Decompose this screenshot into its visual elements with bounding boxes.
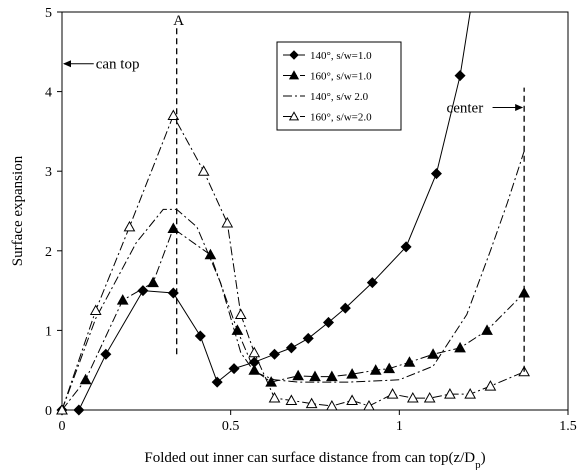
y-axis-label: Surface expansion — [10, 155, 26, 266]
data-point — [289, 50, 299, 60]
data-point — [386, 388, 399, 399]
y-tick-label: 5 — [45, 6, 52, 21]
data-point — [268, 392, 281, 403]
data-point — [339, 302, 351, 314]
data-point — [137, 285, 149, 297]
x-tick-label: 1 — [396, 419, 403, 434]
legend-label: 160°, s/w=2.0 — [310, 112, 372, 124]
series-line — [61, 114, 525, 411]
series-line — [61, 151, 525, 411]
legend-item: 140°, s/w=1.0 — [283, 50, 372, 62]
data-point — [285, 394, 298, 405]
data-point — [167, 222, 180, 234]
data-point — [248, 364, 261, 375]
data-point — [403, 356, 416, 367]
data-point — [79, 373, 92, 385]
data-point — [116, 294, 129, 305]
data-point — [326, 399, 338, 411]
x-axis-label-main: Folded out inner can surface distance fr… — [144, 450, 475, 466]
data-point — [100, 348, 112, 360]
center-arrow-head — [515, 104, 524, 112]
data-point — [464, 388, 477, 399]
data-point — [363, 399, 375, 411]
data-point — [197, 165, 210, 176]
legend-item: 140°, s/w 2.0 — [283, 91, 369, 103]
legend: 140°, s/w=1.0 160°, s/w=1.0 140°, s/w 2.0 1… — [276, 41, 402, 131]
data-point — [123, 220, 136, 232]
x-axis-label-end: ) — [481, 450, 486, 466]
legend-label: 160°, s/w=1.0 — [310, 71, 372, 83]
data-point — [427, 348, 439, 359]
data-point — [194, 330, 206, 342]
data-point — [234, 308, 247, 319]
legend-item: 160°, s/w=2.0 — [283, 111, 372, 124]
data-point — [211, 376, 223, 388]
data-point — [430, 168, 442, 180]
series-3 — [61, 151, 525, 411]
can-top-label: can top — [96, 57, 140, 73]
data-point — [444, 388, 456, 399]
y-tick-label: 0 — [45, 404, 52, 419]
data-point — [383, 362, 396, 374]
x-axis-label-sub: p — [475, 459, 481, 470]
data-point — [305, 397, 318, 409]
data-point — [302, 332, 314, 344]
legend-label: 140°, s/w=1.0 — [310, 50, 372, 62]
legend-label: 140°, s/w 2.0 — [310, 91, 369, 103]
can-top-arrow-head — [63, 60, 71, 68]
x-tick-label: 1.5 — [559, 419, 577, 434]
data-point — [481, 324, 493, 335]
data-point — [285, 342, 297, 354]
data-point — [221, 216, 234, 228]
data-point — [288, 70, 300, 80]
data-point — [228, 363, 240, 375]
data-point — [346, 368, 358, 379]
data-point — [248, 346, 261, 358]
data-point — [73, 404, 85, 416]
data-point — [326, 370, 338, 382]
data-point — [89, 304, 102, 315]
x-tick-label: 0 — [59, 419, 66, 434]
marker-a-label: A — [173, 13, 184, 29]
data-point — [346, 394, 358, 405]
data-point — [423, 392, 436, 403]
y-tick-label: 2 — [45, 245, 52, 260]
plot-frame — [61, 11, 569, 411]
center-label: center — [447, 101, 484, 117]
data-point — [292, 369, 304, 381]
data-point — [322, 316, 335, 328]
series-2 — [56, 222, 530, 415]
data-point — [269, 348, 281, 360]
y-tick-label: 1 — [45, 324, 52, 339]
series-4 — [56, 109, 530, 415]
series-line — [61, 227, 525, 411]
data-point — [56, 403, 68, 415]
legend-item: 160°, s/w=1.0 — [283, 70, 372, 83]
data-point — [406, 392, 419, 403]
data-point — [484, 380, 497, 391]
data-point — [167, 109, 180, 120]
y-tick-label: 3 — [45, 165, 52, 180]
legend-box — [276, 41, 402, 131]
data-point — [400, 241, 412, 253]
data-point — [369, 364, 382, 375]
data-point — [454, 341, 466, 353]
data-point — [309, 370, 321, 382]
data-point — [366, 277, 378, 289]
x-tick-label: 0.5 — [222, 419, 240, 434]
data-point — [288, 111, 300, 121]
data-point — [147, 276, 159, 288]
data-point — [454, 70, 466, 82]
x-axis-label: Folded out inner can surface distance fr… — [144, 450, 485, 470]
y-tick-label: 4 — [45, 86, 52, 101]
